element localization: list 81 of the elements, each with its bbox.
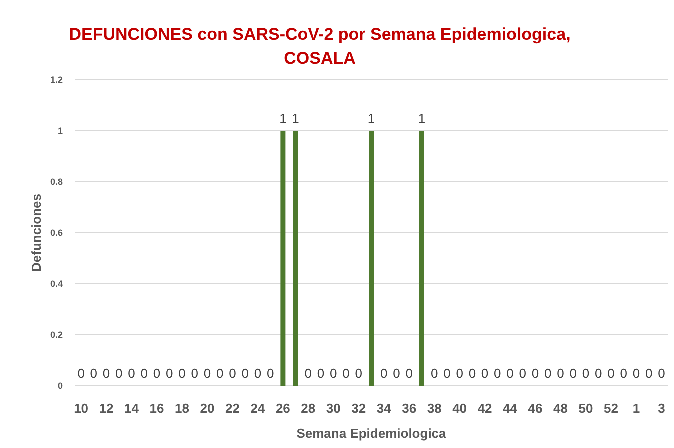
data-label: 1 — [418, 111, 426, 126]
data-label: 0 — [406, 366, 413, 381]
y-tick-label: 0.4 — [50, 279, 63, 290]
data-label: 0 — [330, 366, 338, 381]
y-tick-label: 0.8 — [50, 177, 63, 188]
data-label: 0 — [468, 366, 476, 381]
x-tick-label: 44 — [503, 401, 518, 416]
data-label: 0 — [254, 366, 262, 381]
chart-title: DEFUNCIONES con SARS-CoV-2 por Semana Epidemiologica, COSALA — [69, 25, 571, 68]
data-label: 0 — [317, 366, 325, 381]
y-tick-label: 1.2 — [50, 75, 63, 86]
x-tick-label: 12 — [99, 401, 114, 416]
data-label: 0 — [456, 366, 464, 381]
data-label: 0 — [594, 366, 602, 381]
x-tick-label: 18 — [175, 401, 190, 416]
data-label: 1 — [292, 111, 300, 126]
data-label: 0 — [153, 366, 161, 381]
x-tick-label: 16 — [150, 401, 164, 416]
x-tick-label: 38 — [427, 401, 442, 416]
data-label: 0 — [544, 366, 552, 381]
data-label: 1 — [368, 111, 376, 126]
data-label: 0 — [430, 366, 438, 381]
data-label: 0 — [481, 366, 489, 381]
data-label: 0 — [444, 366, 451, 381]
x-tick-label: 48 — [554, 401, 568, 416]
data-label: 0 — [645, 366, 653, 381]
data-label: 0 — [140, 366, 148, 381]
x-tick-label: 28 — [301, 401, 316, 416]
x-tick-label: 42 — [478, 401, 492, 416]
data-label: 0 — [355, 366, 362, 381]
data-label: 0 — [532, 366, 540, 381]
data-label: 0 — [304, 366, 312, 381]
data-label: 0 — [632, 366, 640, 381]
x-tick-label: 22 — [225, 401, 240, 416]
data-label: 1 — [280, 111, 287, 126]
data-label: 0 — [342, 366, 350, 381]
data-label: 0 — [78, 366, 85, 381]
data-label: 0 — [191, 366, 198, 381]
data-label: 0 — [557, 366, 564, 381]
data-label: 0 — [608, 366, 615, 381]
x-tick-label: 14 — [124, 401, 140, 416]
data-label: 0 — [266, 366, 274, 381]
x-tick-label: 40 — [452, 401, 468, 416]
x-tick-label: 30 — [326, 401, 341, 416]
y-tick-label: 0.2 — [50, 330, 63, 340]
data-label: 0 — [506, 366, 514, 381]
data-label: 0 — [229, 366, 236, 381]
x-tick-label: 46 — [528, 401, 543, 416]
x-tick-label: 50 — [578, 401, 594, 416]
data-label: 0 — [178, 366, 186, 381]
x-tick-label: 20 — [200, 401, 215, 416]
y-axis-title: Defunciones — [29, 194, 44, 272]
data-label: 0 — [166, 366, 174, 381]
y-tick-label: 0.6 — [50, 228, 63, 238]
data-label: 0 — [582, 366, 590, 381]
data-label: 0 — [494, 366, 502, 381]
data-label: 0 — [90, 366, 98, 381]
x-tick-label: 32 — [352, 401, 366, 416]
x-tick-label: 52 — [604, 401, 618, 416]
x-tick-label: 34 — [376, 401, 392, 416]
data-label: 0 — [393, 366, 400, 381]
x-tick-label: 10 — [74, 401, 89, 416]
data-label: 0 — [102, 366, 110, 381]
data-label: 0 — [128, 366, 136, 381]
data-label: 0 — [204, 366, 212, 381]
data-label: 0 — [658, 366, 666, 381]
data-label: 0 — [242, 366, 249, 381]
data-label: 0 — [216, 366, 224, 381]
x-tick-label: 3 — [658, 401, 666, 416]
x-tick-label: 24 — [250, 401, 266, 416]
data-label: 0 — [380, 366, 388, 381]
x-tick-label: 26 — [276, 401, 290, 416]
data-label: 0 — [519, 366, 527, 381]
y-tick-label: 1 — [58, 126, 63, 136]
x-axis-title: Semana Epidemiologica — [296, 426, 448, 441]
x-tick-label: 1 — [632, 401, 640, 416]
data-label: 0 — [116, 366, 123, 381]
y-tick-label: 0 — [58, 381, 63, 392]
data-label: 0 — [570, 366, 577, 381]
data-label: 0 — [620, 366, 628, 381]
x-tick-label: 36 — [402, 401, 417, 416]
